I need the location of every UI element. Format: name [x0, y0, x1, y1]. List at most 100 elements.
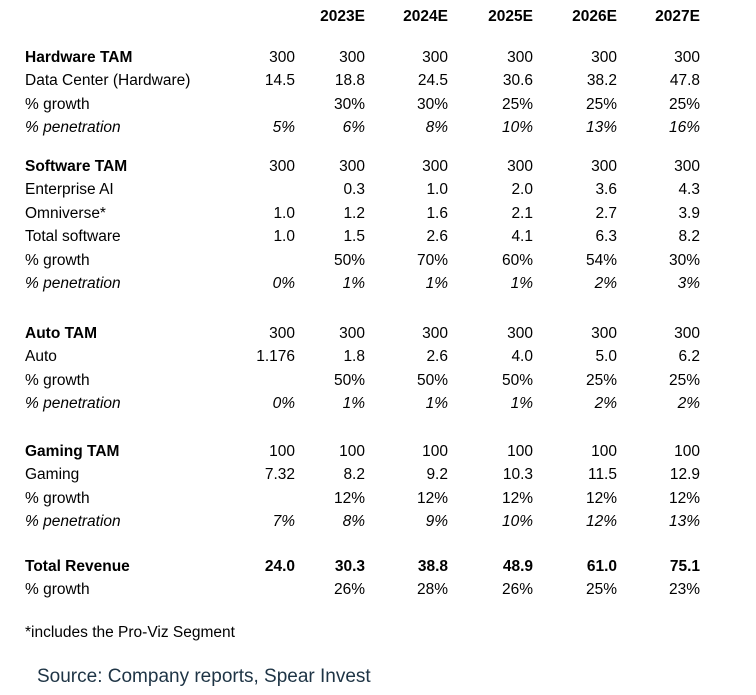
- table-row: % growth 50% 50% 50% 25% 25%: [25, 369, 700, 393]
- table-row: Total software 1.0 1.5 2.6 4.1 6.3 8.2: [25, 226, 700, 250]
- tam-table: 2023E 2024E 2025E 2026E 2027E Hardware TAM 30…: [25, 4, 700, 602]
- header-cell: 2023E: [320, 8, 365, 25]
- cell: 70%: [416, 251, 448, 269]
- cell: 25%: [585, 581, 617, 599]
- cell: 2%: [677, 395, 700, 413]
- cell: 1%: [510, 275, 533, 293]
- cell: 100: [422, 442, 448, 460]
- table-row: Software TAM 300 300 300 300 300 300: [25, 155, 700, 179]
- cell: 300: [269, 324, 295, 342]
- row-label: Omniverse*: [25, 204, 106, 222]
- cell: 4.1: [511, 228, 533, 246]
- cell: 7.32: [264, 466, 295, 484]
- cell: 300: [591, 48, 617, 66]
- cell: 25%: [668, 95, 700, 113]
- cell: 1%: [342, 275, 365, 293]
- cell: 25%: [668, 371, 700, 389]
- cell: 4.0: [511, 348, 533, 366]
- row-label: Gaming TAM: [25, 442, 120, 460]
- cell: 60%: [501, 251, 533, 269]
- row-label: Gaming: [25, 466, 80, 484]
- cell: 61.0: [586, 557, 617, 575]
- table-row: Hardware TAM 300 300 300 300 300 300: [25, 46, 700, 70]
- cell: 8.2: [343, 466, 365, 484]
- cell: 300: [507, 48, 533, 66]
- cell: 38.8: [417, 557, 448, 575]
- cell: 25%: [585, 371, 617, 389]
- cell: 5%: [272, 119, 295, 137]
- header-cell: 2026E: [572, 8, 617, 25]
- table-row: Total Revenue 24.0 30.3 38.8 48.9 61.0 75.1: [25, 555, 700, 579]
- section-spacer: [25, 140, 700, 155]
- row-label: % growth: [25, 489, 90, 507]
- row-label: Enterprise AI: [25, 181, 114, 199]
- section-spacer: [25, 296, 700, 322]
- cell: 1%: [425, 275, 448, 293]
- cell: 23%: [668, 581, 700, 599]
- cell: 50%: [333, 251, 365, 269]
- cell: 50%: [501, 371, 533, 389]
- cell: 12%: [585, 513, 617, 531]
- table-row: % growth 12% 12% 12% 12% 12%: [25, 487, 700, 511]
- cell: 300: [339, 48, 365, 66]
- section-spacer: [25, 534, 700, 555]
- cell: 13%: [668, 513, 700, 531]
- table-body: Hardware TAM 300 300 300 300 300 300 Data Cente…: [25, 30, 700, 602]
- cell: 1%: [425, 395, 448, 413]
- cell: 10.3: [502, 466, 533, 484]
- table-row: Omniverse* 1.0 1.2 1.6 2.1 2.7 3.9: [25, 202, 700, 226]
- cell: 12%: [501, 489, 533, 507]
- header-row: 2023E 2024E 2025E 2026E 2027E: [25, 4, 700, 30]
- cell: 2.0: [511, 181, 533, 199]
- cell: 24.5: [417, 72, 448, 90]
- cell: 1.176: [256, 348, 295, 366]
- cell: 18.8: [334, 72, 365, 90]
- cell: 50%: [333, 371, 365, 389]
- table-row: % growth 26% 28% 26% 25% 23%: [25, 579, 700, 603]
- cell: 7%: [272, 513, 295, 531]
- row-label: % growth: [25, 371, 90, 389]
- cell: 28%: [416, 581, 448, 599]
- cell: 3.9: [678, 204, 700, 222]
- table-row: % growth 30% 30% 25% 25% 25%: [25, 93, 700, 117]
- header-cell: [230, 4, 295, 30]
- cell: 0%: [272, 275, 295, 293]
- cell: 38.2: [586, 72, 617, 90]
- cell: 47.8: [669, 72, 700, 90]
- cell: 1%: [510, 395, 533, 413]
- cell: 3.6: [595, 181, 617, 199]
- cell: [230, 579, 295, 603]
- cell: 2.6: [426, 228, 448, 246]
- cell: 24.0: [264, 557, 295, 575]
- row-label: % growth: [25, 251, 90, 269]
- cell: 8%: [425, 119, 448, 137]
- cell: 300: [422, 157, 448, 175]
- cell: 8.2: [678, 228, 700, 246]
- section-spacer: [25, 416, 700, 440]
- cell: 10%: [501, 119, 533, 137]
- table-row: Enterprise AI 0.3 1.0 2.0 3.6 4.3: [25, 179, 700, 203]
- cell: 100: [269, 442, 295, 460]
- cell: 25%: [585, 95, 617, 113]
- cell: 30%: [333, 95, 365, 113]
- table-row: % penetration 0% 1% 1% 1% 2% 2%: [25, 393, 700, 417]
- cell: 300: [422, 324, 448, 342]
- cell: 5.0: [595, 348, 617, 366]
- cell: 2.1: [511, 204, 533, 222]
- header-cell: 2025E: [488, 8, 533, 25]
- cell: 0.3: [343, 181, 365, 199]
- row-label: Total software: [25, 228, 121, 246]
- cell: 4.3: [678, 181, 700, 199]
- cell: 1.0: [273, 204, 295, 222]
- row-label: % growth: [25, 95, 90, 113]
- row-label: Auto TAM: [25, 324, 98, 342]
- cell: 2%: [594, 275, 617, 293]
- cell: 300: [507, 324, 533, 342]
- table-row: Auto TAM 300 300 300 300 300 300: [25, 322, 700, 346]
- row-label: % penetration: [25, 119, 121, 137]
- row-label: % penetration: [25, 275, 121, 293]
- footnote: *includes the Pro-Viz Segment: [25, 624, 235, 641]
- cell: 300: [591, 324, 617, 342]
- cell: 1.0: [426, 181, 448, 199]
